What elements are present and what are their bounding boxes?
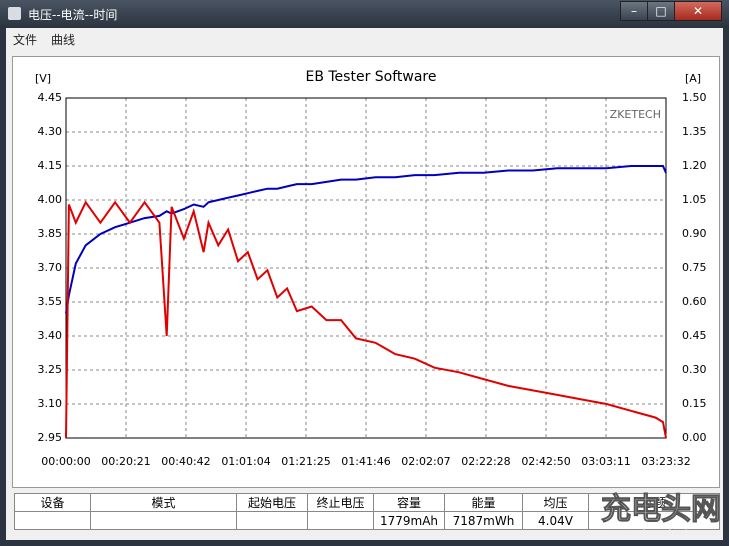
chart-title: EB Tester Software	[305, 69, 436, 85]
y2-tick-label: 1.50	[682, 91, 707, 104]
client-area: 文件 曲线 EB Tester Software [V] [A] ZKETECH …	[6, 28, 723, 540]
x-tick-label: 01:21:25	[281, 455, 330, 468]
x-tick-label: 01:01:04	[221, 455, 270, 468]
x-tick-label: 02:42:50	[521, 455, 570, 468]
watermark-url: www.chongdiantou.com	[612, 528, 721, 538]
y2-tick-label: 1.20	[682, 159, 707, 172]
x-tick-label: 03:03:11	[581, 455, 630, 468]
x-tick-label: 00:40:42	[161, 455, 210, 468]
chart: EB Tester Software [V] [A] ZKETECH 2.95 3…	[35, 69, 707, 468]
header-cell: 均压	[522, 493, 589, 512]
y2-tick-label: 1.05	[682, 193, 707, 206]
y-tick-label: 4.30	[38, 125, 63, 138]
x-tick-label: 03:23:32	[641, 455, 690, 468]
header-cell: 设备	[14, 493, 91, 512]
cell	[307, 511, 374, 530]
y2-tick-label: 1.35	[682, 125, 707, 138]
watermark-brand: 充电头网	[601, 492, 722, 528]
y2-axis-label: [A]	[685, 72, 701, 85]
header-cell: 容量	[373, 493, 445, 512]
y2-tick-label: 0.60	[682, 295, 707, 308]
header-cell: 起始电压	[236, 493, 308, 512]
y-tick-label: 4.15	[38, 159, 63, 172]
chart-panel: EB Tester Software [V] [A] ZKETECH 2.95 3…	[12, 56, 720, 488]
y-tick-label: 3.10	[38, 397, 63, 410]
x-tick-label: 02:22:28	[461, 455, 510, 468]
y-tick-label: 3.70	[38, 261, 63, 274]
y2-tick-label: 0.00	[682, 431, 707, 444]
y-axis-label: [V]	[35, 72, 51, 85]
y2-tick-label: 0.15	[682, 397, 707, 410]
cell: 7187mWh	[444, 511, 523, 530]
y2-tick-label: 0.90	[682, 227, 707, 240]
menu-item[interactable]: 文件	[13, 33, 38, 47]
header-cell: 模式	[90, 493, 237, 512]
header-cell: 终止电压	[307, 493, 374, 512]
x-tick-label: 01:41:46	[341, 455, 390, 468]
cell: 1779mAh	[373, 511, 445, 530]
y-tick-label: 3.40	[38, 329, 63, 342]
plot-frame	[65, 97, 667, 439]
y2-tick-label: 0.75	[682, 261, 707, 274]
x-tick-label: 00:20:21	[101, 455, 150, 468]
close-button[interactable]: ✕	[674, 1, 722, 21]
minimize-button[interactable]: –	[620, 1, 648, 21]
y-tick-label: 2.95	[38, 431, 63, 444]
cell: 4.04V	[522, 511, 589, 530]
menu-bar: 文件 曲线	[6, 28, 723, 50]
y-tick-label: 3.55	[38, 295, 63, 308]
menu-item[interactable]: 曲线	[51, 33, 76, 47]
cell	[588, 511, 720, 530]
x-tick-label: 02:02:07	[401, 455, 450, 468]
y-tick-label: 4.45	[38, 91, 63, 104]
y-tick-label: 3.85	[38, 227, 63, 240]
header-cell: 能量	[444, 493, 523, 512]
series-line	[65, 165, 667, 314]
maximize-button[interactable]: □	[647, 1, 675, 21]
y2-tick-label: 0.45	[682, 329, 707, 342]
series-line	[65, 200, 667, 439]
summary-table: 设备 模式 起始电压 终止电压 容量 能量 均压 标题 1779mAh 7187…	[14, 493, 720, 530]
y-tick-label: 4.00	[38, 193, 63, 206]
y-tick-label: 3.25	[38, 363, 63, 376]
cell	[90, 511, 237, 530]
y2-tick-label: 0.30	[682, 363, 707, 376]
app-icon	[8, 7, 21, 20]
watermark: ZKETECH	[610, 108, 661, 121]
cell	[236, 511, 308, 530]
title-bar: 电压--电流--时间 – □ ✕	[0, 0, 729, 28]
cell	[14, 511, 91, 530]
site-watermark: 充电头网 www.chongdiantou.com	[601, 484, 722, 539]
x-tick-label: 00:00:00	[41, 455, 90, 468]
window-title: 电压--电流--时间	[28, 8, 118, 22]
